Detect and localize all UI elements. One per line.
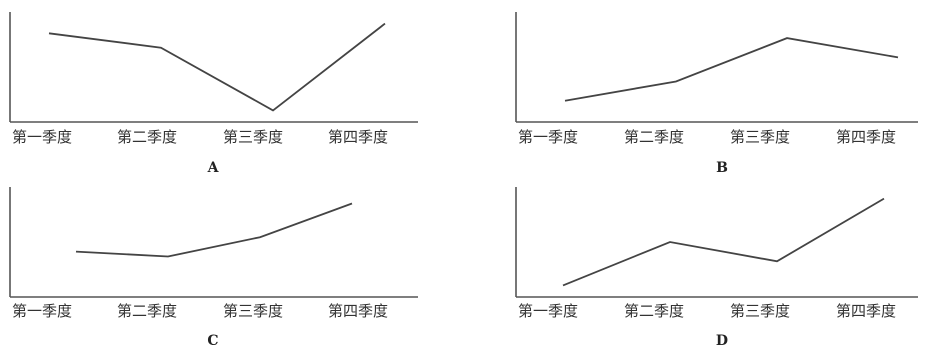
x-tick-label: 第二季度: [624, 302, 684, 320]
x-tick-label: 第一季度: [518, 128, 578, 146]
x-tick-label: 第三季度: [730, 128, 790, 146]
x-tick-label: 第三季度: [730, 302, 790, 320]
x-tick-label: 第三季度: [223, 128, 283, 146]
x-tick-label: 第四季度: [328, 128, 388, 146]
x-tick-label: 第一季度: [12, 128, 72, 146]
x-tick-label: 第一季度: [518, 302, 578, 320]
x-tick-label: 第四季度: [836, 128, 896, 146]
x-tick-label: 第二季度: [117, 302, 177, 320]
panel-label: D: [716, 333, 728, 347]
panel-label: A: [207, 160, 220, 176]
x-tick-label: 第二季度: [117, 128, 177, 146]
panel-label: B: [716, 160, 728, 176]
series-line: [564, 37, 899, 102]
x-tick-label: 第一季度: [12, 302, 72, 320]
x-tick-label: 第四季度: [328, 302, 388, 320]
series-line: [75, 202, 353, 258]
chart-panel-b: 第一季度 第二季度 第三季度 第四季度 B: [515, 12, 918, 176]
x-tick-label: 第二季度: [624, 128, 684, 146]
series-line: [48, 22, 386, 112]
chart-panel-c: 第一季度 第二季度 第三季度 第四季度 C: [9, 187, 418, 347]
series-line: [562, 197, 885, 287]
chart-panel-a: 第一季度 第二季度 第三季度 第四季度 A: [9, 12, 418, 176]
x-tick-label: 第四季度: [836, 302, 896, 320]
panel-label: C: [207, 333, 218, 347]
x-tick-label: 第三季度: [223, 302, 283, 320]
chart-panel-d: 第一季度 第二季度 第三季度 第四季度 D: [515, 187, 918, 347]
